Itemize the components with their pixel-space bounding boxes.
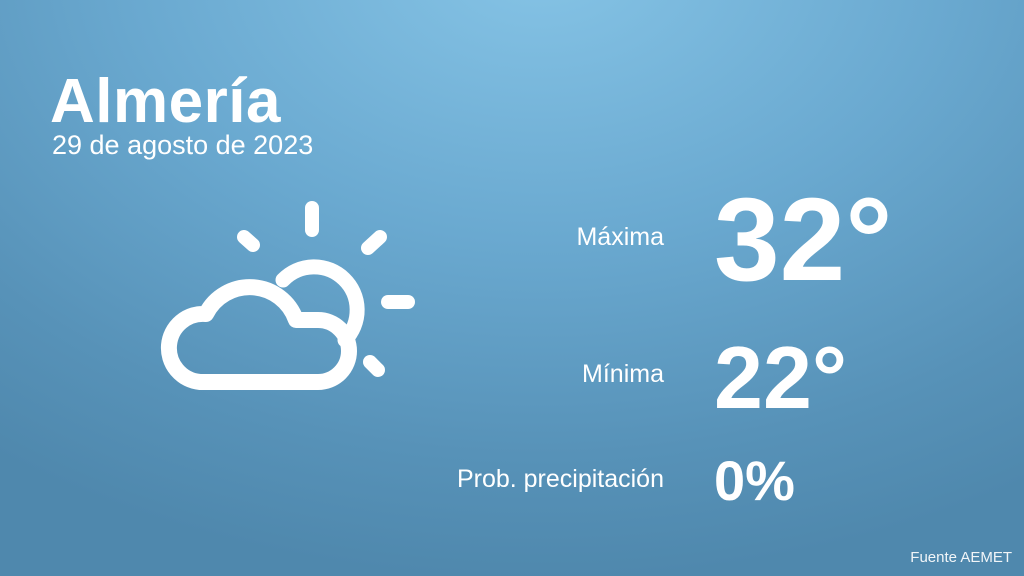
sun-ray xyxy=(237,230,260,252)
cloud-outline xyxy=(160,279,357,390)
max-temp-label: Máxima xyxy=(576,223,664,251)
city-title: Almería xyxy=(50,67,281,136)
source-credit: Fuente AEMET xyxy=(910,549,1012,566)
max-temp-value: 32° xyxy=(714,174,893,306)
min-temp-label: Mínima xyxy=(582,360,664,388)
partly-cloudy-sun-icon xyxy=(160,201,415,390)
min-temp-value: 22° xyxy=(714,328,848,427)
sun-arc xyxy=(275,259,365,348)
precip-prob-value: 0% xyxy=(714,449,795,512)
precip-prob-label: Prob. precipitación xyxy=(456,465,664,493)
sun-ray xyxy=(363,355,385,377)
forecast-date: 29 de agosto de 2023 xyxy=(52,130,314,160)
sun-ray xyxy=(361,230,387,255)
